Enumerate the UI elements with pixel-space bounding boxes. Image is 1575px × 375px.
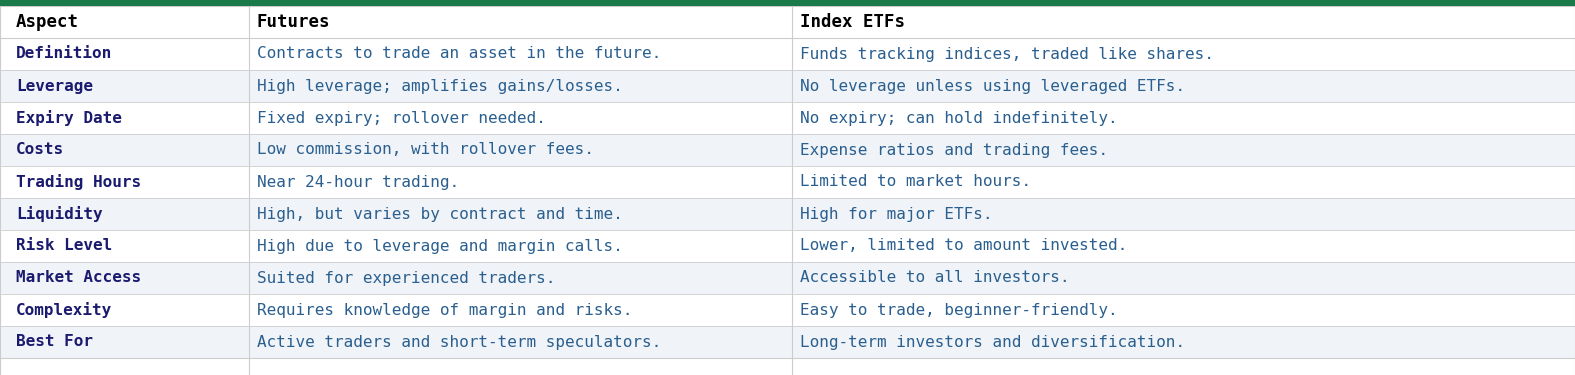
Text: Expiry Date: Expiry Date: [16, 110, 121, 126]
Text: Active traders and short-term speculators.: Active traders and short-term speculator…: [257, 334, 662, 350]
Bar: [0, 102, 1575, 134]
Text: Aspect: Aspect: [16, 13, 79, 31]
Text: High, but varies by contract and time.: High, but varies by contract and time.: [257, 207, 622, 222]
Text: Costs: Costs: [16, 142, 65, 158]
Text: Low commission, with rollover fees.: Low commission, with rollover fees.: [257, 142, 594, 158]
Bar: [0, 294, 1575, 326]
Text: High for major ETFs.: High for major ETFs.: [800, 207, 992, 222]
Text: High due to leverage and margin calls.: High due to leverage and margin calls.: [257, 238, 622, 254]
Text: High leverage; amplifies gains/losses.: High leverage; amplifies gains/losses.: [257, 78, 622, 93]
Text: No leverage unless using leveraged ETFs.: No leverage unless using leveraged ETFs.: [800, 78, 1186, 93]
Text: No expiry; can hold indefinitely.: No expiry; can hold indefinitely.: [800, 111, 1118, 126]
Bar: [0, 230, 1575, 262]
Text: Fixed expiry; rollover needed.: Fixed expiry; rollover needed.: [257, 111, 545, 126]
Text: Long-term investors and diversification.: Long-term investors and diversification.: [800, 334, 1186, 350]
Bar: [0, 326, 1575, 358]
Text: Trading Hours: Trading Hours: [16, 174, 142, 190]
Bar: [0, 262, 1575, 294]
Text: Contracts to trade an asset in the future.: Contracts to trade an asset in the futur…: [257, 46, 662, 62]
Text: Liquidity: Liquidity: [16, 206, 102, 222]
Text: Accessible to all investors.: Accessible to all investors.: [800, 270, 1069, 285]
Text: Best For: Best For: [16, 334, 93, 350]
Text: Limited to market hours.: Limited to market hours.: [800, 174, 1032, 189]
Text: Funds tracking indices, traded like shares.: Funds tracking indices, traded like shar…: [800, 46, 1214, 62]
Text: Expense ratios and trading fees.: Expense ratios and trading fees.: [800, 142, 1109, 158]
Text: Leverage: Leverage: [16, 78, 93, 93]
Text: Index ETFs: Index ETFs: [800, 13, 906, 31]
Bar: [0, 6, 1575, 38]
Text: Futures: Futures: [257, 13, 331, 31]
Text: Complexity: Complexity: [16, 302, 112, 318]
Text: Requires knowledge of margin and risks.: Requires knowledge of margin and risks.: [257, 303, 632, 318]
Text: Definition: Definition: [16, 46, 112, 62]
Text: Easy to trade, beginner-friendly.: Easy to trade, beginner-friendly.: [800, 303, 1118, 318]
Text: Suited for experienced traders.: Suited for experienced traders.: [257, 270, 556, 285]
Bar: [0, 134, 1575, 166]
Bar: [0, 198, 1575, 230]
Bar: [0, 38, 1575, 70]
Text: Near 24-hour trading.: Near 24-hour trading.: [257, 174, 458, 189]
Bar: [0, 0, 1575, 6]
Text: Risk Level: Risk Level: [16, 238, 112, 254]
Bar: [0, 166, 1575, 198]
Text: Lower, limited to amount invested.: Lower, limited to amount invested.: [800, 238, 1128, 254]
Bar: [0, 70, 1575, 102]
Text: Market Access: Market Access: [16, 270, 142, 285]
